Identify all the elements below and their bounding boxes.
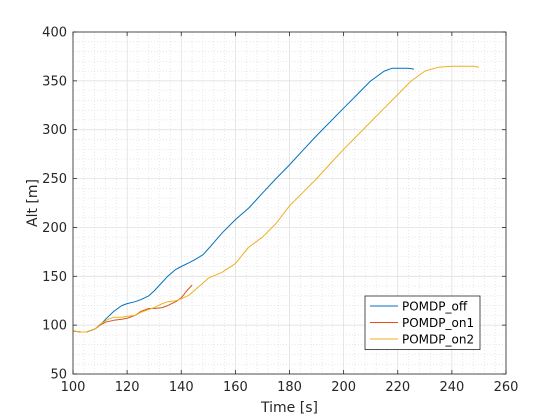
x-tick-label: 100 <box>61 380 86 395</box>
y-tick-label: 400 <box>42 26 67 41</box>
x-axis-label: Time [s] <box>260 400 318 416</box>
series-layer <box>72 65 479 333</box>
y-tick-label: 350 <box>42 74 67 89</box>
y-axis-label: Alt [m] <box>25 179 41 227</box>
x-tick-label: 200 <box>331 380 356 395</box>
x-tick-label: 260 <box>494 380 519 395</box>
legend-entry-POMDP_on2: POMDP_on2 <box>402 333 474 347</box>
y-tick-label: 50 <box>50 368 67 383</box>
axis-ticks <box>72 31 507 375</box>
x-tick-label: 180 <box>277 380 302 395</box>
y-tick-label: 200 <box>42 221 67 236</box>
x-tick-label: 240 <box>439 380 464 395</box>
series-line-POMDP_off <box>72 67 415 333</box>
y-tick-label: 100 <box>42 319 67 334</box>
y-tick-label: 250 <box>42 172 67 187</box>
legend-entry-POMDP_off: POMDP_off <box>402 300 468 314</box>
tick-labels: 100 120 140 160 180 200 220 240 2605010015020025… <box>42 26 518 396</box>
legend-entry-POMDP_on1: POMDP_on1 <box>402 316 474 330</box>
x-tick-label: 140 <box>169 380 194 395</box>
x-tick-label: 120 <box>115 380 140 395</box>
y-tick-label: 150 <box>42 270 67 285</box>
x-tick-label: 160 <box>223 380 248 395</box>
legend: POMDP_off POMDP_on1 POMDP_on2 <box>364 295 481 350</box>
series-line-POMDP_on2 <box>72 65 479 333</box>
y-tick-label: 300 <box>42 123 67 138</box>
x-tick-label: 220 <box>385 380 410 395</box>
